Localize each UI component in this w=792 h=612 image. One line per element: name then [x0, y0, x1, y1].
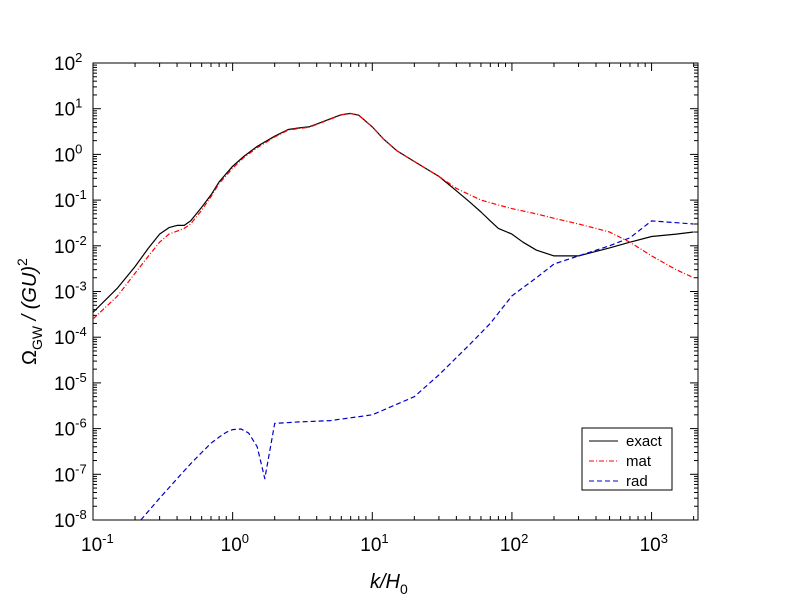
y-tick-label-8: 100: [54, 141, 82, 166]
legend-label-mat: mat: [626, 453, 652, 470]
axis-ticks: [92, 62, 698, 521]
y-tick-label-3: 10-5: [54, 370, 87, 395]
tick-labels: 10-1 100 101 102 103 10-8 10-7 10-6 10-5 10-4 10-3…: [54, 50, 668, 556]
legend: exact mat rad: [581, 427, 673, 491]
series-line-mat: [93, 113, 694, 320]
y-tick-label-4: 10-4: [54, 324, 87, 349]
legend-box: [581, 427, 673, 491]
y-tick-label-0: 10-8: [54, 507, 87, 532]
x-axis-label: k/H0: [370, 571, 408, 597]
series-line-rad: [140, 220, 694, 520]
series-layer: [93, 112, 694, 520]
y-tick-label-1: 10-7: [54, 461, 87, 486]
x-tick-label-4: 103: [640, 531, 668, 556]
legend-label-rad: rad: [626, 473, 648, 490]
x-tick-label-0: 10-1: [81, 531, 114, 556]
x-tick-label-3: 102: [500, 531, 528, 556]
x-tick-label-1: 100: [221, 531, 249, 556]
y-tick-label-7: 10-1: [54, 187, 87, 212]
x-tick-label-2: 101: [360, 531, 388, 556]
y-tick-label-5: 10-3: [54, 279, 87, 304]
y-tick-label-2: 10-6: [54, 416, 87, 441]
y-axis-label: ΩGW / (GU)2: [14, 258, 45, 365]
legend-label-exact: exact: [626, 433, 663, 450]
y-tick-label-10: 102: [54, 50, 82, 75]
y-tick-label-6: 10-2: [54, 233, 87, 258]
y-tick-label-9: 101: [54, 96, 82, 121]
series-line-exact: [93, 112, 694, 313]
